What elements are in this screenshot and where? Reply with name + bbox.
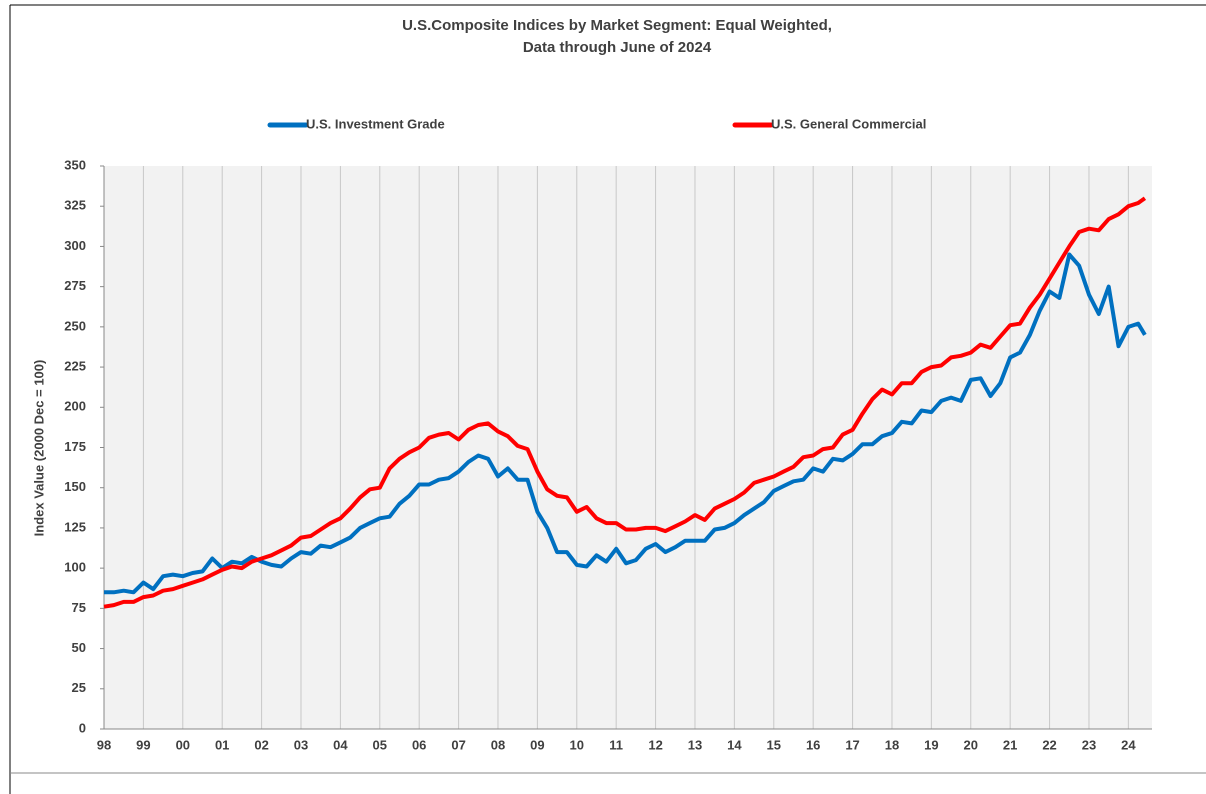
chart-subtitle: Data through June of 2024 <box>523 39 712 56</box>
y-tick-label: 175 <box>64 439 86 454</box>
x-tick-label: 05 <box>373 737 387 752</box>
series-line <box>104 252 1147 595</box>
x-tick-label: 19 <box>924 737 938 752</box>
x-tick-label: 11 <box>609 737 623 752</box>
x-tick-label: 17 <box>845 737 859 752</box>
y-tick-label: 50 <box>72 640 86 655</box>
legend-label: U.S. General Commercial <box>771 116 926 131</box>
x-tick-label: 98 <box>97 737 111 752</box>
y-tick-label: 75 <box>72 600 86 615</box>
y-tick-label: 225 <box>64 359 86 374</box>
x-tick-label: 07 <box>451 737 465 752</box>
x-tick-label: 24 <box>1121 737 1136 752</box>
x-tick-label: 00 <box>176 737 190 752</box>
x-tick-label: 04 <box>333 737 348 752</box>
x-tick-label: 21 <box>1003 737 1017 752</box>
x-tick-label: 18 <box>885 737 899 752</box>
legend-label: U.S. Investment Grade <box>306 116 445 131</box>
x-tick-label: 14 <box>727 737 742 752</box>
y-tick-label: 0 <box>79 720 86 735</box>
x-tick-label: 23 <box>1082 737 1096 752</box>
y-tick-label: 350 <box>64 157 86 172</box>
x-tick-label: 08 <box>491 737 505 752</box>
x-tick-label: 13 <box>688 737 702 752</box>
y-tick-label: 250 <box>64 318 86 333</box>
x-tick-label: 10 <box>570 737 584 752</box>
y-tick-label: 275 <box>64 278 86 293</box>
x-tick-label: 06 <box>412 737 426 752</box>
y-tick-label: 300 <box>64 238 86 253</box>
x-tick-label: 03 <box>294 737 308 752</box>
y-tick-label: 25 <box>72 680 86 695</box>
x-tick-label: 12 <box>648 737 662 752</box>
y-axis-label: Index Value (2000 Dec = 100) <box>31 360 46 537</box>
x-tick-label: 22 <box>1042 737 1056 752</box>
x-tick-label: 02 <box>254 737 268 752</box>
y-tick-label: 100 <box>64 560 86 575</box>
x-tick-label: 01 <box>215 737 229 752</box>
x-tick-label: 99 <box>136 737 150 752</box>
y-tick-label: 200 <box>64 399 86 414</box>
plot-area <box>104 166 1152 729</box>
x-tick-label: 20 <box>964 737 978 752</box>
y-tick-label: 150 <box>64 479 86 494</box>
x-tick-label: 15 <box>767 737 781 752</box>
chart-title: U.S.Composite Indices by Market Segment:… <box>402 17 832 34</box>
x-tick-label: 09 <box>530 737 544 752</box>
y-tick-label: 325 <box>64 198 86 213</box>
y-tick-label: 125 <box>64 519 86 534</box>
series-line <box>103 196 1147 609</box>
x-tick-label: 16 <box>806 737 820 752</box>
